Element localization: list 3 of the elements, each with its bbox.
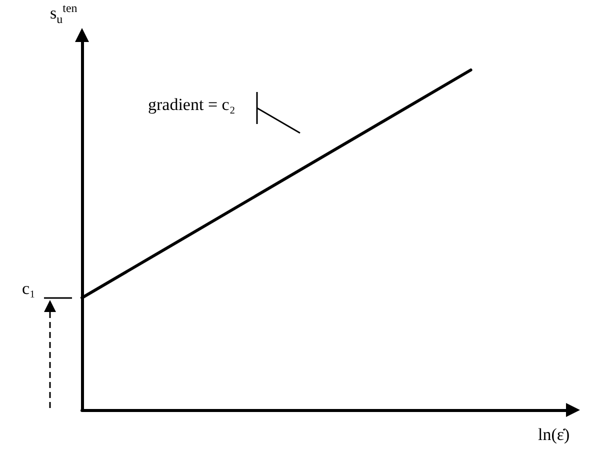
text: c₁ <box>22 278 36 298</box>
annotation: gradient = c₂ <box>148 95 236 114</box>
x-axis-title: ln(ε̇) <box>538 425 570 444</box>
